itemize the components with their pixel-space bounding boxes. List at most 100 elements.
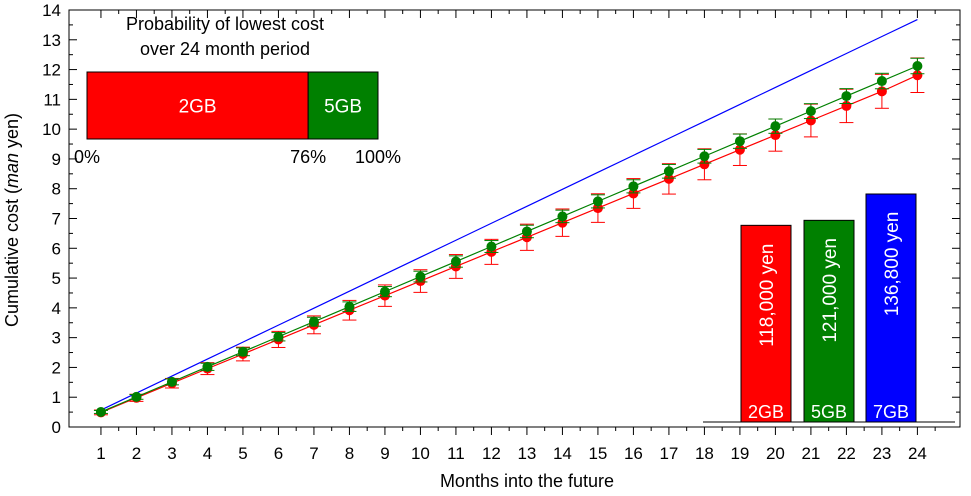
x-tick-label: 18: [695, 444, 714, 463]
data-point-5gb: [557, 211, 568, 222]
x-tick-label: 17: [659, 444, 678, 463]
data-point-5gb: [805, 106, 816, 117]
x-tick-label: 21: [801, 444, 820, 463]
total-bar-5gb: [803, 219, 855, 423]
probability-tick-label: 76%: [290, 147, 326, 167]
data-point-5gb: [415, 271, 426, 282]
y-axis-label: Cumulative cost (man yen): [2, 113, 22, 327]
data-point-5gb: [663, 166, 674, 177]
data-point-5gb: [379, 286, 390, 297]
data-point-5gb: [450, 256, 461, 267]
x-tick-label: 6: [274, 444, 283, 463]
data-point-5gb: [770, 121, 781, 132]
y-tick-label: 5: [52, 269, 61, 288]
x-tick-label: 9: [380, 444, 389, 463]
x-tick-label: 3: [167, 444, 176, 463]
data-point-2gb: [770, 130, 781, 141]
y-tick-label: 11: [43, 90, 61, 109]
y-axis-label-prefix: Cumulative cost (: [2, 188, 22, 327]
x-tick-label: 10: [411, 444, 430, 463]
x-tick-label: 8: [345, 444, 354, 463]
total-bar-amount-label: 118,000 yen: [757, 244, 778, 347]
data-point-5gb: [628, 181, 639, 192]
x-tick-label: 1: [96, 444, 105, 463]
data-point-5gb: [699, 151, 710, 162]
series-layer: [93, 18, 925, 418]
y-tick-label: 14: [42, 1, 61, 20]
y-tick-label: 7: [52, 210, 61, 229]
y-axis-label-suffix: yen): [2, 113, 22, 153]
probability-segment-label: 5GB: [324, 97, 362, 118]
total-bar-plan-label: 5GB: [811, 402, 847, 422]
total-bar-7gb: [865, 193, 917, 423]
x-tick-label: 23: [872, 444, 891, 463]
total-bar-amount-label: 121,000 yen: [820, 238, 841, 343]
data-point-2gb: [912, 70, 923, 81]
y-tick-label: 10: [42, 120, 61, 139]
data-point-5gb: [344, 301, 355, 312]
data-point-2gb: [805, 115, 816, 126]
data-point-5gb: [592, 196, 603, 207]
probability-tick-label: 100%: [355, 147, 401, 167]
total-bar-amount-label: 136,800 yen: [882, 212, 903, 317]
data-point-5gb: [273, 331, 284, 342]
data-point-5gb: [876, 76, 887, 87]
y-tick-label: 8: [52, 180, 61, 199]
data-point-5gb: [734, 136, 745, 147]
probability-segment-5gb: [307, 71, 379, 140]
x-tick-label: 24: [908, 444, 927, 463]
total-bar-plan-label: 7GB: [873, 402, 909, 422]
x-tick-label: 15: [588, 444, 607, 463]
total-bar-2gb: [740, 224, 792, 423]
y-tick-label: 0: [52, 418, 61, 437]
data-point-5gb: [95, 406, 106, 417]
total-bar-plan-label: 2GB: [748, 402, 784, 422]
inset-title-line1: Probability of lowest cost: [126, 14, 324, 34]
y-axis-label-italic: man: [2, 153, 22, 188]
probability-tick-label: 0%: [74, 147, 100, 167]
y-tick-label: 2: [52, 358, 61, 377]
series-line-2gb: [100, 74, 918, 413]
data-point-5gb: [308, 316, 319, 327]
x-tick-label: 16: [624, 444, 643, 463]
inset-title-line2: over 24 month period: [140, 39, 310, 59]
x-tick-label: 20: [766, 444, 785, 463]
data-point-2gb: [663, 173, 674, 184]
x-axis-label: Months into the future: [440, 471, 614, 491]
data-point-5gb: [521, 226, 532, 237]
y-tick-label: 4: [52, 299, 61, 318]
y-tick-label: 1: [52, 388, 61, 407]
x-tick-label: 7: [309, 444, 318, 463]
series-line-5gb: [100, 65, 918, 413]
x-tick-label: 14: [553, 444, 572, 463]
x-tick-label: 12: [482, 444, 501, 463]
data-point-5gb: [131, 391, 142, 402]
data-point-5gb: [202, 361, 213, 372]
probability-segment-2gb: [86, 71, 309, 140]
data-point-2gb: [734, 144, 745, 155]
probability-segment-label: 2GB: [179, 97, 217, 118]
total-cost-inset: 118,000 yen 2GB 121,000 yen 5GB 136,800 yen 7…: [703, 193, 955, 423]
y-tick-label: 13: [42, 31, 61, 50]
y-tick-label: 12: [42, 61, 61, 80]
x-tick-label: 11: [447, 444, 465, 463]
x-tick-label: 22: [837, 444, 856, 463]
x-tick-label: 13: [517, 444, 536, 463]
data-point-2gb: [699, 159, 710, 170]
data-point-5gb: [912, 60, 923, 71]
data-point-5gb: [237, 346, 248, 357]
series-line-7gb: [100, 18, 918, 411]
x-tick-label: 4: [203, 444, 212, 463]
y-tick-label: 3: [52, 329, 61, 348]
data-point-5gb: [486, 241, 497, 252]
probability-bar: 2GB 5GB 0% 76% 100%: [74, 71, 401, 167]
data-point-2gb: [628, 188, 639, 199]
x-tick-label: 5: [238, 444, 247, 463]
data-point-5gb: [166, 376, 177, 387]
probability-inset: Probability of lowest cost over 24 month…: [74, 14, 401, 167]
x-tick-label: 2: [132, 444, 141, 463]
y-tick-label: 9: [52, 150, 61, 169]
data-point-5gb: [841, 91, 852, 102]
